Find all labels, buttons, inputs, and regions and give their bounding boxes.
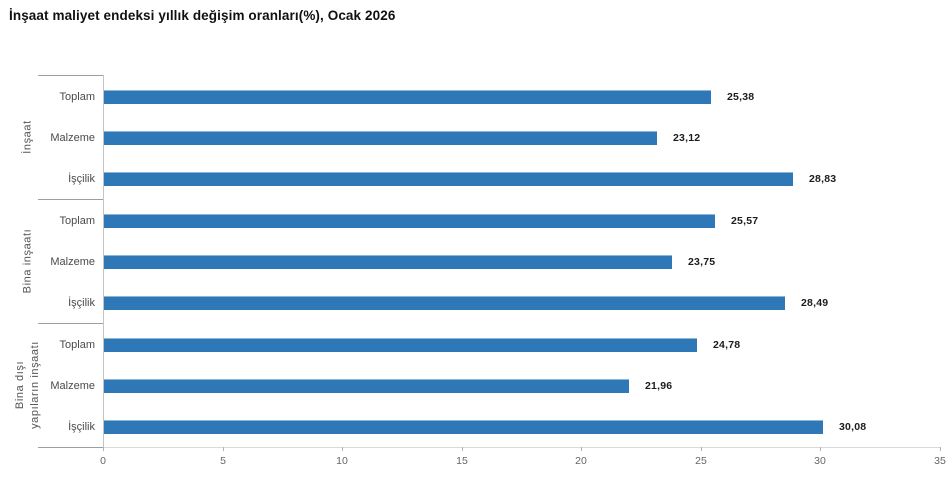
value-label: 21,96	[645, 380, 673, 392]
bar	[104, 379, 629, 393]
x-axis-line	[103, 447, 940, 448]
x-tick-label: 5	[220, 455, 226, 467]
x-tick-label: 30	[814, 455, 826, 467]
x-tick-mark	[820, 447, 821, 451]
category-label: İşçilik	[68, 421, 95, 433]
category-label: İşçilik	[68, 173, 95, 185]
bar	[104, 296, 785, 310]
x-tick-label: 0	[100, 455, 106, 467]
bar	[104, 255, 672, 269]
x-tick-mark	[940, 447, 941, 451]
value-label: 28,49	[801, 297, 829, 309]
x-tick-label: 15	[456, 455, 468, 467]
group-separator	[38, 75, 103, 76]
bar	[104, 172, 793, 186]
category-label: Toplam	[59, 91, 95, 103]
chart-title: İnşaat maliyet endeksi yıllık değişim or…	[9, 8, 396, 23]
category-axis-line	[103, 75, 104, 447]
bar	[104, 131, 657, 145]
value-label: 23,12	[673, 132, 701, 144]
group-separator	[38, 323, 103, 324]
category-label: İşçilik	[68, 297, 95, 309]
value-label: 25,57	[731, 215, 759, 227]
group-separator	[38, 447, 103, 448]
value-label: 23,75	[688, 256, 716, 268]
group-label: İnşaat	[21, 120, 34, 154]
bar	[104, 214, 715, 228]
x-tick-mark	[581, 447, 582, 451]
value-label: 30,08	[839, 421, 867, 433]
category-label: Malzeme	[50, 132, 95, 144]
category-label: Toplam	[59, 215, 95, 227]
value-label: 28,83	[809, 173, 837, 185]
category-label: Toplam	[59, 339, 95, 351]
x-tick-mark	[342, 447, 343, 451]
bar	[104, 420, 823, 434]
x-tick-mark	[701, 447, 702, 451]
group-label: Bina inşaatı	[21, 228, 34, 294]
x-tick-label: 10	[336, 455, 348, 467]
x-tick-mark	[103, 447, 104, 451]
value-label: 24,78	[713, 339, 741, 351]
category-label: Malzeme	[50, 380, 95, 392]
group-separator	[38, 199, 103, 200]
bar	[104, 338, 697, 352]
category-label: Malzeme	[50, 256, 95, 268]
x-tick-label: 20	[575, 455, 587, 467]
x-tick-mark	[223, 447, 224, 451]
x-tick-mark	[462, 447, 463, 451]
x-tick-label: 35	[934, 455, 946, 467]
x-tick-label: 25	[695, 455, 707, 467]
value-label: 25,38	[727, 91, 755, 103]
bar	[104, 90, 711, 104]
